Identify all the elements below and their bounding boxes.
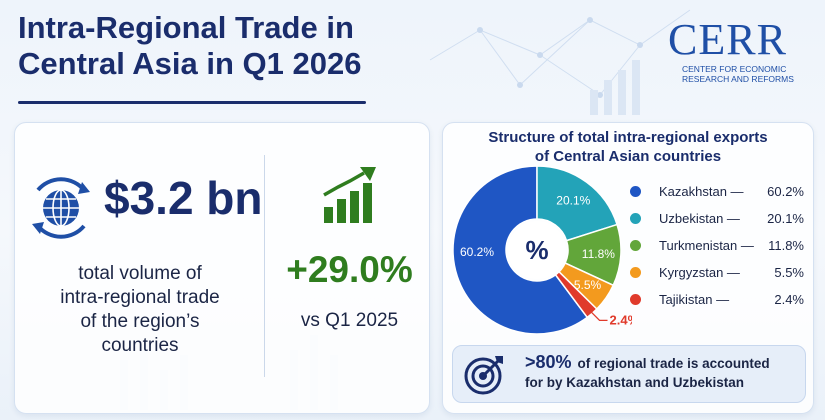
legend-swatch — [630, 294, 641, 305]
growth-label: vs Q1 2025 — [300, 310, 399, 331]
growth-value: +29.0% — [286, 249, 413, 290]
pie-slice-label: 5.5% — [574, 278, 602, 292]
cerr-logo: CERR CENTER FOR ECONOMIC RESEARCH AND RE… — [668, 18, 818, 108]
logo-subtitle-line-1: CENTER FOR ECONOMIC — [682, 64, 787, 74]
export-structure-pie-chart: % 60.2% 20.1% 11.8% 5.5% 2.4% — [452, 165, 632, 335]
pie-center-label: % — [525, 235, 548, 265]
legend-item-kazakhstan: Kazakhstan — 60.2% — [630, 182, 810, 209]
title-underline — [18, 101, 366, 104]
chart-title-line-1: Structure of total intra-regional export… — [488, 129, 768, 146]
pie-slice-label: 20.1% — [556, 193, 590, 207]
insight-text-b: for by Kazakhstan and Uzbekistan — [525, 375, 745, 390]
legend-item-tajikistan: Tajikistan — 2.4% — [630, 290, 810, 317]
insight-text: >80% of regional trade is accounted for b… — [525, 353, 800, 392]
logo-subtitle: CENTER FOR ECONOMIC RESEARCH AND REFORMS — [682, 64, 818, 84]
pie-center — [508, 221, 566, 279]
description-line: countries — [101, 335, 179, 356]
pie-leader-line — [589, 309, 608, 321]
rising-bar-chart-icon — [323, 167, 376, 223]
description-line: of the region’s — [80, 311, 200, 332]
legend-label: Uzbekistan — — [659, 211, 740, 226]
legend-value: 60.2% — [767, 184, 804, 199]
legend-item-turkmenistan: Turkmenistan — 11.8% — [630, 236, 810, 263]
description-line: total volume of — [78, 263, 202, 284]
summary-panel — [14, 122, 430, 414]
legend-value: 2.4% — [774, 292, 804, 307]
pie-slice-uzbekistan — [536, 165, 618, 242]
total-trade-description: total volume of intra-regional trade of … — [40, 262, 240, 358]
legend-label: Kazakhstan — — [659, 184, 744, 199]
pie-slice-kazakhstan — [452, 165, 589, 335]
legend-swatch — [630, 186, 641, 197]
summary-divider — [264, 155, 265, 377]
chart-title-line-2: of Central Asian countries — [534, 148, 722, 165]
pie-slice-label: 11.8% — [582, 247, 615, 261]
insight-highlight: >80% — [525, 352, 572, 372]
pie-slice-label: 2.4% — [610, 312, 632, 327]
legend-swatch — [630, 240, 641, 251]
logo-subtitle-line-2: RESEARCH AND REFORMS — [682, 74, 794, 84]
legend-value: 5.5% — [774, 265, 804, 280]
logo-mark: CERR — [668, 15, 787, 64]
legend-item-kyrgyzstan: Kyrgyzstan — 5.5% — [630, 263, 810, 290]
chart-title: Structure of total intra-regional export… — [458, 128, 798, 166]
total-trade-value: $3.2 bn — [104, 172, 263, 224]
insight-text-a: of regional trade is accounted — [577, 356, 770, 371]
globe-icon — [32, 177, 90, 239]
target-icon — [464, 356, 503, 395]
legend-value: 20.1% — [767, 211, 804, 226]
legend-label: Tajikistan — — [659, 292, 730, 307]
title-line-2: Central Asia in Q1 2026 — [18, 46, 362, 81]
legend-item-uzbekistan: Uzbekistan — 20.1% — [630, 209, 810, 236]
pie-slice-tajikistan — [554, 270, 598, 319]
key-insight-box: >80% of regional trade is accounted for b… — [452, 345, 806, 403]
legend-label: Turkmenistan — — [659, 238, 754, 253]
legend-swatch — [630, 267, 641, 278]
description-line: intra-regional trade — [60, 287, 220, 308]
legend-value: 11.8% — [768, 238, 804, 253]
title-line-1: Intra-Regional Trade in — [18, 10, 354, 45]
pie-slice-label: 60.2% — [460, 245, 494, 259]
pie-legend: Kazakhstan — 60.2% Uzbekistan — 20.1% Turkme… — [630, 182, 810, 317]
legend-swatch — [630, 213, 641, 224]
legend-label: Kyrgyzstan — — [659, 265, 740, 280]
page-title: Intra-Regional Trade in Central Asia in … — [18, 10, 361, 82]
